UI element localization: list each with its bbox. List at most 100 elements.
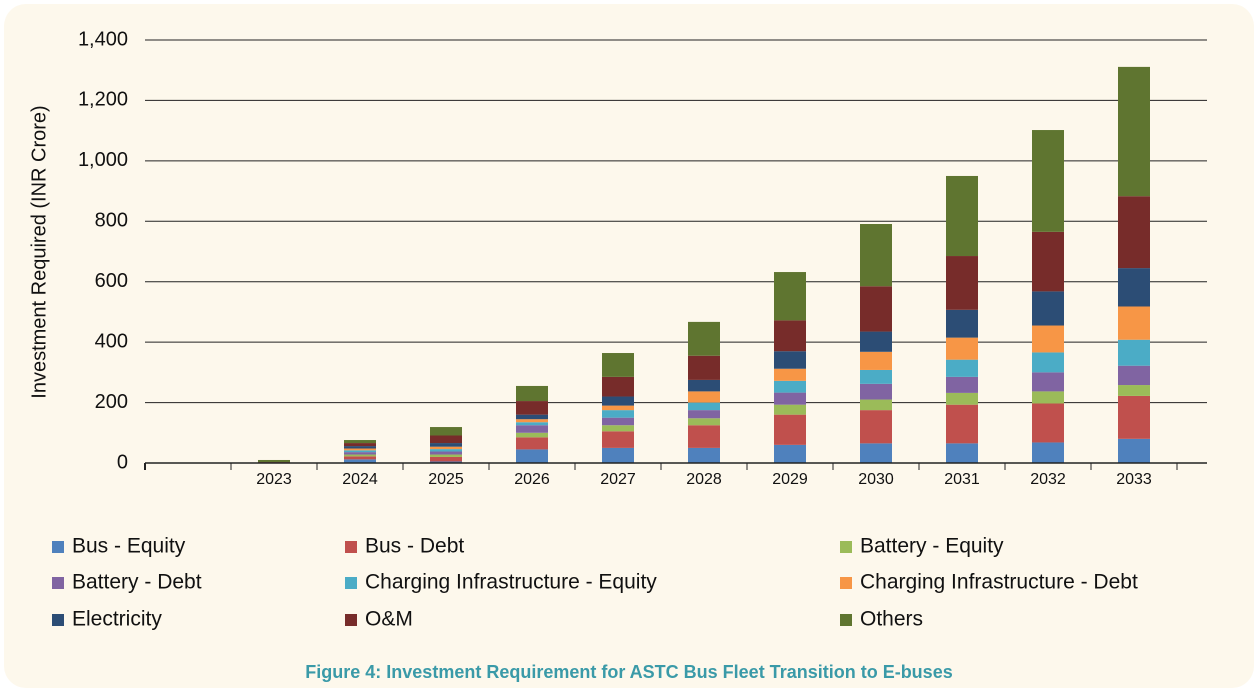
bar-segment bbox=[688, 391, 720, 403]
bar-segment bbox=[516, 419, 548, 423]
legend-label: O&M bbox=[365, 608, 413, 631]
bar-segment bbox=[946, 392, 978, 405]
bar-segment bbox=[430, 456, 462, 462]
bar-segment bbox=[688, 355, 720, 380]
bar-segment bbox=[774, 351, 806, 369]
legend-label: Others bbox=[860, 608, 923, 631]
bar-segment bbox=[1118, 385, 1150, 396]
bar-segment bbox=[344, 452, 376, 455]
x-tick-label: 2026 bbox=[514, 471, 550, 488]
bar-segment bbox=[946, 359, 978, 377]
bar-segment bbox=[1032, 352, 1064, 373]
bar-segment bbox=[430, 446, 462, 450]
bar-segment bbox=[516, 449, 548, 463]
x-tick-label: 2031 bbox=[944, 471, 980, 488]
y-tick-label: 1,000 bbox=[78, 149, 128, 171]
x-tick-label: 2023 bbox=[256, 471, 292, 488]
bar-segment bbox=[860, 331, 892, 352]
bar-segment bbox=[516, 432, 548, 438]
bar-segment bbox=[1118, 438, 1150, 463]
bar-segment bbox=[1118, 66, 1150, 197]
legend-label: Battery - Equity bbox=[860, 535, 1004, 558]
bar-segment bbox=[860, 410, 892, 444]
legend-label: Bus - Debt bbox=[365, 535, 464, 558]
bar-segment bbox=[946, 376, 978, 393]
bar-segment bbox=[602, 410, 634, 418]
bar-segment bbox=[602, 425, 634, 432]
bar-segment bbox=[1032, 372, 1064, 392]
y-tick-label: 600 bbox=[95, 270, 128, 292]
bar-segment bbox=[1032, 130, 1064, 232]
legend-label: Bus - Equity bbox=[72, 535, 186, 558]
y-tick-label: 800 bbox=[95, 210, 128, 232]
legend-swatch bbox=[52, 577, 64, 589]
background bbox=[4, 4, 1254, 688]
bar-segment bbox=[688, 447, 720, 463]
bar-segment bbox=[430, 449, 462, 452]
bar-segment bbox=[774, 380, 806, 393]
y-tick-label: 1,200 bbox=[78, 89, 128, 111]
bar-segment bbox=[1118, 268, 1150, 307]
bar-segment bbox=[1032, 391, 1064, 404]
bar-segment bbox=[774, 272, 806, 321]
bar-segment bbox=[602, 396, 634, 406]
legend-swatch bbox=[840, 614, 852, 626]
bar-segment bbox=[774, 414, 806, 445]
bar-segment bbox=[602, 447, 634, 463]
bar-segment bbox=[344, 440, 376, 444]
bar-segment bbox=[1032, 325, 1064, 353]
bar-segment bbox=[344, 443, 376, 447]
bar-segment bbox=[946, 337, 978, 360]
bar-segment bbox=[602, 353, 634, 377]
bar-segment bbox=[1118, 395, 1150, 439]
y-axis-label: Investment Required (INR Crore) bbox=[28, 105, 50, 398]
bar-segment bbox=[430, 435, 462, 444]
x-tick-label: 2032 bbox=[1030, 471, 1066, 488]
legend-swatch bbox=[840, 541, 852, 553]
legend-swatch bbox=[840, 577, 852, 589]
bar-segment bbox=[688, 402, 720, 411]
bar-segment bbox=[258, 459, 290, 463]
bar-segment bbox=[1032, 403, 1064, 443]
x-tick-label: 2024 bbox=[342, 471, 378, 488]
bar-segment bbox=[860, 399, 892, 411]
bar-segment bbox=[516, 401, 548, 415]
bar-segment bbox=[860, 224, 892, 287]
bar-segment bbox=[860, 443, 892, 463]
x-tick-label: 2028 bbox=[686, 471, 722, 488]
bar-segment bbox=[344, 456, 376, 460]
legend-swatch bbox=[52, 614, 64, 626]
bar-segment bbox=[688, 321, 720, 356]
bar-segment bbox=[860, 351, 892, 370]
bar-segment bbox=[344, 448, 376, 451]
bar-segment bbox=[1118, 196, 1150, 269]
bar-segment bbox=[430, 461, 462, 463]
bar-segment bbox=[774, 404, 806, 415]
legend-label: Battery - Debt bbox=[72, 571, 202, 594]
x-tick-label: 2033 bbox=[1116, 471, 1152, 488]
bar-segment bbox=[774, 392, 806, 405]
bar-segment bbox=[516, 437, 548, 450]
bar-segment bbox=[1032, 231, 1064, 292]
bar-segment bbox=[1032, 291, 1064, 326]
bar-segment bbox=[430, 454, 462, 457]
bar-segment bbox=[774, 368, 806, 381]
x-tick-label: 2027 bbox=[600, 471, 636, 488]
bar-segment bbox=[1032, 442, 1064, 463]
bar-segment bbox=[688, 379, 720, 392]
x-tick-label: 2029 bbox=[772, 471, 808, 488]
legend-label: Charging Infrastructure - Debt bbox=[860, 571, 1138, 594]
bar-segment bbox=[602, 431, 634, 448]
bar-segment bbox=[430, 451, 462, 455]
legend-label: Charging Infrastructure - Equity bbox=[365, 571, 657, 594]
y-tick-label: 0 bbox=[117, 451, 128, 473]
bar-segment bbox=[860, 383, 892, 400]
bar-segment bbox=[516, 385, 548, 402]
bar-segment bbox=[430, 427, 462, 436]
bar-segment bbox=[516, 425, 548, 433]
bar-segment bbox=[946, 256, 978, 310]
x-tick-label: 2030 bbox=[858, 471, 894, 488]
legend-swatch bbox=[345, 577, 357, 589]
